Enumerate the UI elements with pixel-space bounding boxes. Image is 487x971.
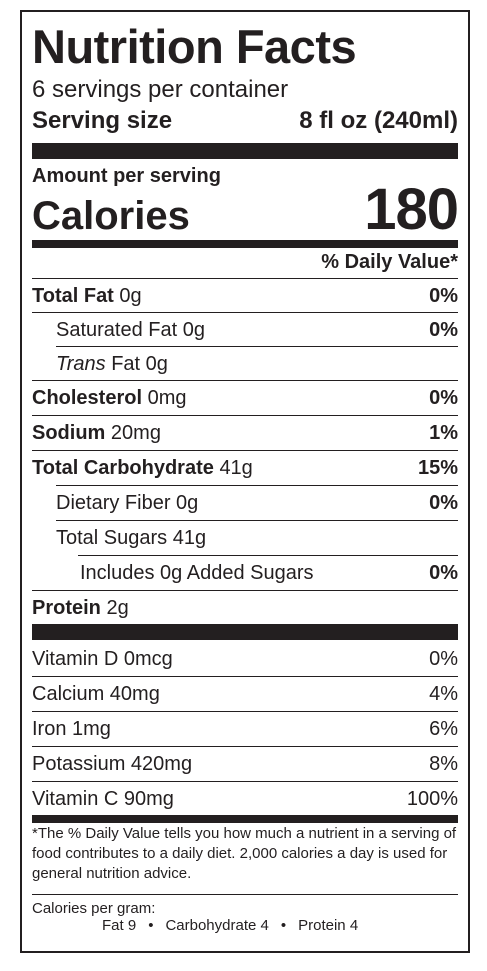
divider <box>56 520 458 521</box>
nutrient-name: Trans Fat 0g <box>56 353 168 375</box>
bullet-separator: • <box>148 917 154 934</box>
vitamin-row-potassium: Potassium 420mg 8% <box>32 747 458 781</box>
nutrient-name: Cholesterol 0mg <box>32 387 187 409</box>
nutrient-name: Saturated Fat 0g <box>56 319 205 341</box>
nutrient-name: Includes 0g Added Sugars <box>80 562 314 584</box>
nutrient-name: Dietary Fiber 0g <box>56 492 199 514</box>
nutrient-name: Total Sugars 41g <box>56 527 207 549</box>
calories-per-gram-label: Calories per gram: <box>32 900 156 917</box>
nutrient-row-sodium: Sodium 20mg 1% <box>32 416 458 450</box>
nutrient-name: Total Fat 0g <box>32 285 142 307</box>
nutrition-facts-panel: Nutrition Facts 6 servings per container… <box>20 10 470 953</box>
divider <box>32 781 458 782</box>
label-title: Nutrition Facts <box>32 20 357 73</box>
serving-size-value: 8 fl oz (240ml) <box>299 107 458 134</box>
vitamin-row-iron: Iron 1mg 6% <box>32 712 458 746</box>
nutrient-dv: 1% <box>429 422 458 444</box>
calories-value: 180 <box>364 177 459 242</box>
nutrient-row-protein: Protein 2g <box>32 591 458 625</box>
thick-divider <box>32 143 458 159</box>
divider <box>32 312 458 313</box>
nutrient-dv: 0% <box>429 562 458 584</box>
protein-per-gram: Protein 4 <box>298 917 359 934</box>
vitamin-row-vitamin-d: Vitamin D 0mcg 0% <box>32 642 458 676</box>
nutrient-name: Total Carbohydrate 41g <box>32 457 253 479</box>
medium-divider <box>32 815 458 823</box>
vitamin-dv: 6% <box>429 718 458 740</box>
nutrient-row-added-sugars: Includes 0g Added Sugars 0% <box>32 556 458 590</box>
serving-size-line: Serving size 8 fl oz (240ml) <box>32 106 458 136</box>
divider <box>56 346 458 347</box>
nutrient-row-trans-fat: Trans Fat 0g <box>32 347 458 381</box>
nutrient-row-saturated-fat: Saturated Fat 0g 0% <box>32 313 458 347</box>
divider <box>32 676 458 677</box>
amount-per-serving: Amount per serving <box>32 165 221 187</box>
servings-per-container: 6 servings per container <box>32 76 289 103</box>
divider <box>32 380 458 381</box>
vitamin-dv: 4% <box>429 683 458 705</box>
bullet-separator: • <box>280 917 287 934</box>
vitamin-name: Iron 1mg <box>32 718 111 740</box>
divider <box>78 555 458 556</box>
vitamin-name: Vitamin C 90mg <box>32 788 174 810</box>
vitamin-row-calcium: Calcium 40mg 4% <box>32 677 458 711</box>
nutrient-row-dietary-fiber: Dietary Fiber 0g 0% <box>32 486 458 520</box>
nutrient-row-total-sugars: Total Sugars 41g <box>32 521 458 555</box>
serving-size-label: Serving size <box>32 107 173 134</box>
nutrient-row-total-fat: Total Fat 0g 0% <box>32 279 458 313</box>
medium-divider <box>32 240 458 248</box>
nutrient-dv: 0% <box>429 492 458 514</box>
vitamin-dv: 100% <box>406 788 458 810</box>
divider <box>32 450 458 451</box>
nutrient-row-total-carbohydrate: Total Carbohydrate 41g 15% <box>32 451 458 485</box>
nutrient-dv: 0% <box>429 387 458 409</box>
divider <box>32 746 458 747</box>
vitamin-row-vitamin-c: Vitamin C 90mg 100% <box>32 782 458 816</box>
vitamin-dv: 8% <box>429 753 458 775</box>
daily-value-footnote: *The % Daily Value tells you how much a … <box>32 825 457 882</box>
divider <box>32 590 458 591</box>
thick-divider <box>32 624 458 640</box>
nutrient-name: Protein 2g <box>32 597 129 619</box>
vitamin-name: Calcium 40mg <box>32 683 160 705</box>
calories-line: Calories 180 <box>32 177 459 246</box>
daily-value-header: % Daily Value* <box>321 251 458 273</box>
carbohydrate-per-gram: Carbohydrate 4 <box>165 917 269 934</box>
calories-label: Calories <box>32 194 190 238</box>
nutrient-row-cholesterol: Cholesterol 0mg 0% <box>32 381 458 415</box>
fat-per-gram: Fat 9 <box>102 917 137 934</box>
nutrient-dv: 0% <box>429 285 458 307</box>
nutrient-name: Sodium 20mg <box>32 422 161 444</box>
divider <box>32 711 458 712</box>
vitamin-dv: 0% <box>429 648 458 670</box>
divider <box>32 894 458 895</box>
vitamin-name: Potassium 420mg <box>32 753 193 775</box>
divider <box>32 278 458 279</box>
divider <box>32 415 458 416</box>
calories-per-gram-values: Fat 9 • Carbohydrate 4 • Protein 4 <box>102 917 358 935</box>
nutrient-dv: 15% <box>417 457 458 479</box>
vitamin-name: Vitamin D 0mcg <box>32 648 173 670</box>
divider <box>56 485 458 486</box>
nutrient-dv: 0% <box>429 319 458 341</box>
